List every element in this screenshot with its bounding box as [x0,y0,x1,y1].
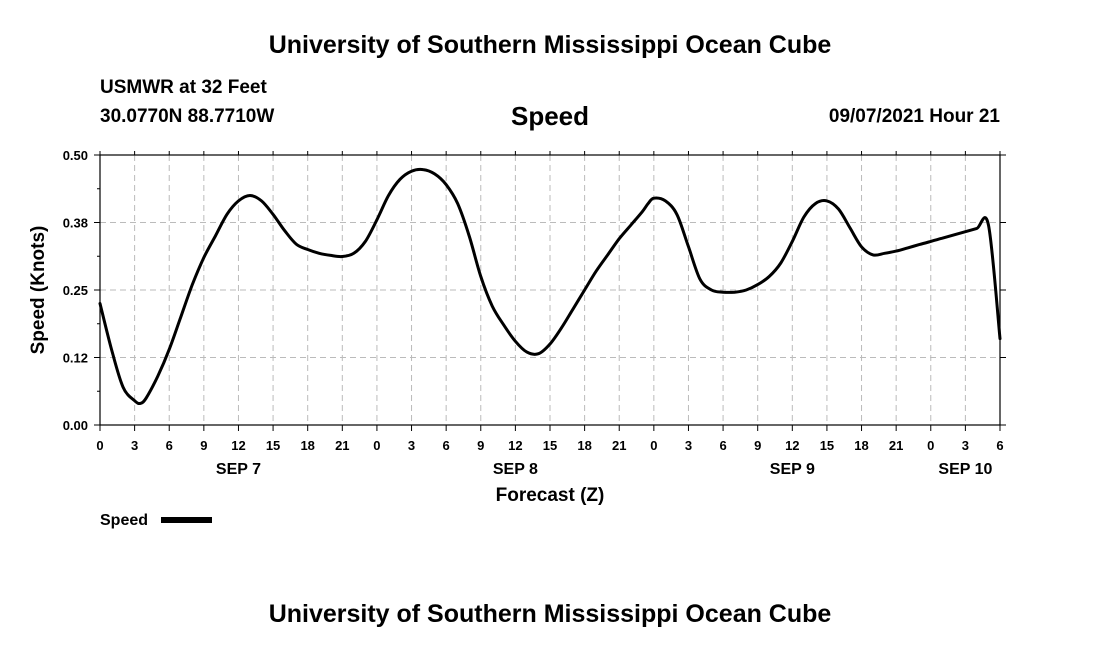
grid-lines [100,155,1000,425]
x-tick-label: 0 [650,438,657,453]
y-tick-label: 0.00 [63,418,88,433]
x-tick-label: 18 [300,438,314,453]
y-tick-label: 0.25 [63,283,88,298]
speed-series-line [98,167,1002,406]
x-tick-label: 15 [266,438,280,453]
x-tick-label: 3 [962,438,969,453]
bottom-title: University of Southern Mississippi Ocean… [268,600,832,628]
x-tick-label: 9 [477,438,484,453]
x-tick-label: 15 [820,438,834,453]
legend-swatch [161,517,212,523]
x-tick-label: 3 [685,438,692,453]
date-labels: SEP 7 SEP 8 SEP 9 SEP 10 [216,461,993,478]
top-title: University of Southern Mississippi Ocean… [268,31,832,59]
x-tick-label: 6 [996,438,1003,453]
x-tick-label: 12 [231,438,245,453]
x-tick-label: 21 [335,438,349,453]
y-tick-label: 0.50 [63,148,88,163]
y-tick-label: 0.38 [63,216,88,231]
x-tick-label: 21 [889,438,903,453]
x-tick-label: 0 [373,438,380,453]
x-tick-label: 0 [927,438,934,453]
axis-ticks [94,151,1006,431]
x-tick-labels: 0 3 6 9 12 15 18 21 0 3 6 9 12 15 18 21 0 3 6 9 12 15 18 21 0 3 6 [96,438,1003,453]
x-tick-label: 21 [612,438,626,453]
x-tick-label: 6 [443,438,450,453]
date-label: SEP 8 [493,461,538,478]
x-tick-label: 12 [508,438,522,453]
date-label: SEP 9 [770,461,815,478]
x-tick-label: 6 [719,438,726,453]
date-label: SEP 10 [938,461,992,478]
y-tick-label: 0.12 [63,351,88,366]
station-coordinates: 30.0770N 88.7710W [100,106,275,127]
x-tick-label: 15 [543,438,557,453]
x-tick-label: 9 [754,438,761,453]
x-tick-label: 3 [131,438,138,453]
x-tick-label: 9 [200,438,207,453]
chart-title: Speed [510,101,590,131]
x-tick-label: 3 [408,438,415,453]
x-tick-label: 18 [854,438,868,453]
station-label: USMWR at 32 Feet [100,77,267,98]
legend-label: Speed [100,512,148,529]
y-axis-label: Speed (Knots) [28,226,49,355]
x-axis-label: Forecast (Z) [496,485,605,506]
y-tick-labels: 0.00 0.12 0.25 0.38 0.50 [63,148,88,433]
date-label: SEP 7 [216,461,261,478]
x-tick-label: 12 [785,438,799,453]
forecast-run-time: 09/07/2021 Hour 21 [828,106,1000,127]
x-tick-label: 18 [577,438,591,453]
x-tick-label: 6 [166,438,173,453]
x-tick-label: 0 [96,438,103,453]
